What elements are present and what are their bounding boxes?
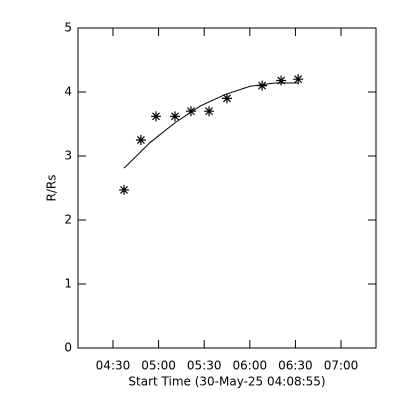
x-tick-label: 06:30 [278, 359, 313, 373]
data-point [276, 75, 287, 86]
data-point [135, 135, 146, 145]
x-tick-label: 05:00 [141, 359, 176, 373]
y-tick-label: 1 [64, 277, 72, 291]
plot-frame [77, 27, 377, 349]
fit-line [123, 82, 299, 169]
data-point [151, 111, 161, 122]
y-tick-label: 0 [64, 341, 72, 355]
data-point [222, 93, 232, 104]
x-tick-label: 06:00 [233, 359, 268, 373]
y-tick-label: 2 [64, 213, 72, 227]
y-axis-label: R/Rs [45, 175, 59, 202]
x-tick-label: 05:30 [187, 359, 222, 373]
data-point [293, 74, 304, 85]
y-tick-label: 4 [64, 85, 72, 99]
data-point [170, 111, 180, 122]
data-point [204, 106, 215, 117]
data-point [119, 184, 130, 195]
y-tick-label: 5 [64, 21, 72, 35]
data-point [185, 106, 196, 117]
x-tick-label: 04:30 [96, 359, 131, 373]
x-axis-label: Start Time (30-May-25 04:08:55) [128, 375, 325, 389]
y-tick-label: 3 [64, 149, 72, 163]
x-tick-label: 07:00 [324, 359, 359, 373]
data-point [257, 80, 268, 91]
